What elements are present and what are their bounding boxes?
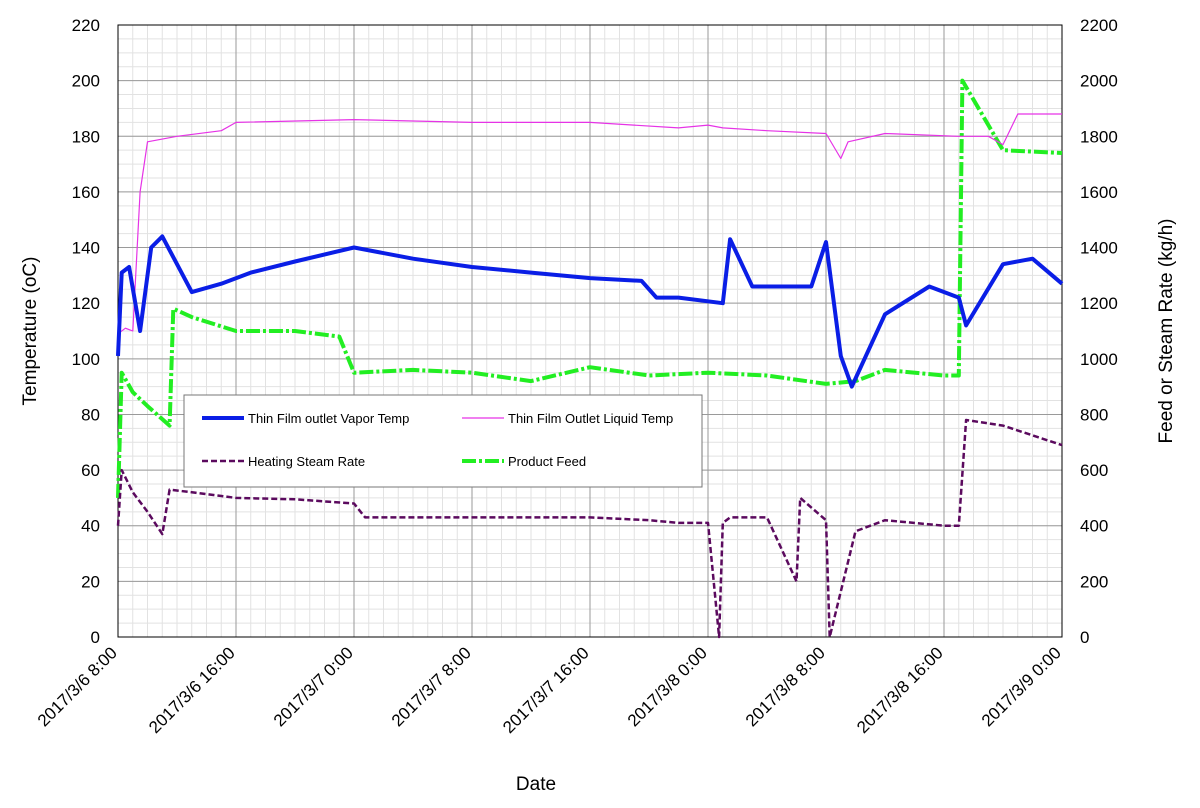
right-y-tick-label: 1600	[1080, 183, 1118, 202]
x-tick-label: 2017/3/9 0:00	[978, 643, 1065, 730]
legend-label-liquid-temp: Thin Film Outlet Liquid Temp	[508, 411, 673, 426]
right-y-tick-label: 800	[1080, 405, 1108, 424]
right-y-tick-label: 1800	[1080, 127, 1118, 146]
x-tick-label: 2017/3/6 16:00	[145, 643, 239, 737]
series-line-heating-steam-rate	[116, 418, 1063, 639]
x-tick-label: 2017/3/7 8:00	[388, 643, 475, 730]
series-line-thin-film-outlet-liquid-temp	[117, 113, 1062, 335]
right-y-tick-label: 400	[1080, 517, 1108, 536]
x-tick-labels: 2017/3/6 8:00 2017/3/6 16:00 2017/3/7 0:00…	[34, 643, 1065, 737]
x-axis-title: Date	[516, 774, 556, 795]
legend-label-steam-rate: Heating Steam Rate	[248, 454, 365, 469]
x-tick-label: 2017/3/7 16:00	[499, 643, 593, 737]
left-y-tick-label: 20	[81, 572, 100, 591]
left-y-tick-label: 200	[72, 72, 100, 91]
left-y-tick-label: 40	[81, 517, 100, 536]
x-tick-label: 2017/3/8 0:00	[624, 643, 711, 730]
x-tick-label: 2017/3/8 16:00	[853, 643, 947, 737]
right-axis-title: Feed or Steam Rate (kg/h)	[1156, 219, 1177, 444]
right-y-tick-label: 0	[1080, 628, 1089, 647]
left-y-tick-label: 60	[81, 461, 100, 480]
x-tick-label: 2017/3/7 0:00	[270, 643, 357, 730]
series-layer	[116, 78, 1064, 639]
right-y-tick-label: 600	[1080, 461, 1108, 480]
left-y-tick-labels: 0 20 40 60 80 100 120 140 160 180 200 220	[72, 16, 100, 647]
x-tick-label: 2017/3/8 8:00	[742, 643, 829, 730]
left-y-tick-label: 120	[72, 294, 100, 313]
series-line-thin-film-outlet-vapor-temp	[116, 234, 1064, 389]
right-y-tick-label: 1400	[1080, 239, 1118, 258]
right-y-tick-label: 1200	[1080, 294, 1118, 313]
legend: Thin Film outlet Vapor Temp Thin Film Ou…	[183, 394, 703, 488]
left-y-tick-label: 160	[72, 183, 100, 202]
series-line-product-feed	[116, 78, 1063, 498]
legend-label-vapor-temp: Thin Film outlet Vapor Temp	[248, 411, 409, 426]
right-y-tick-label: 1000	[1080, 350, 1118, 369]
right-y-tick-labels: 0 200 400 600 800 1000 1200 1400 1600 1800 2000 220…	[1080, 16, 1118, 647]
right-y-tick-label: 200	[1080, 572, 1108, 591]
legend-box	[183, 394, 703, 488]
left-axis-title: Temperature (oC)	[20, 257, 41, 406]
left-y-tick-label: 80	[81, 405, 100, 424]
left-y-tick-label: 140	[72, 239, 100, 258]
left-y-tick-label: 180	[72, 127, 100, 146]
legend-label-product-feed: Product Feed	[508, 454, 586, 469]
right-y-tick-label: 2000	[1080, 72, 1118, 91]
x-tick-label: 2017/3/6 8:00	[34, 643, 121, 730]
left-y-tick-label: 220	[72, 16, 100, 35]
left-y-tick-label: 0	[91, 628, 100, 647]
left-y-tick-label: 100	[72, 350, 100, 369]
right-y-tick-label: 2200	[1080, 16, 1118, 35]
